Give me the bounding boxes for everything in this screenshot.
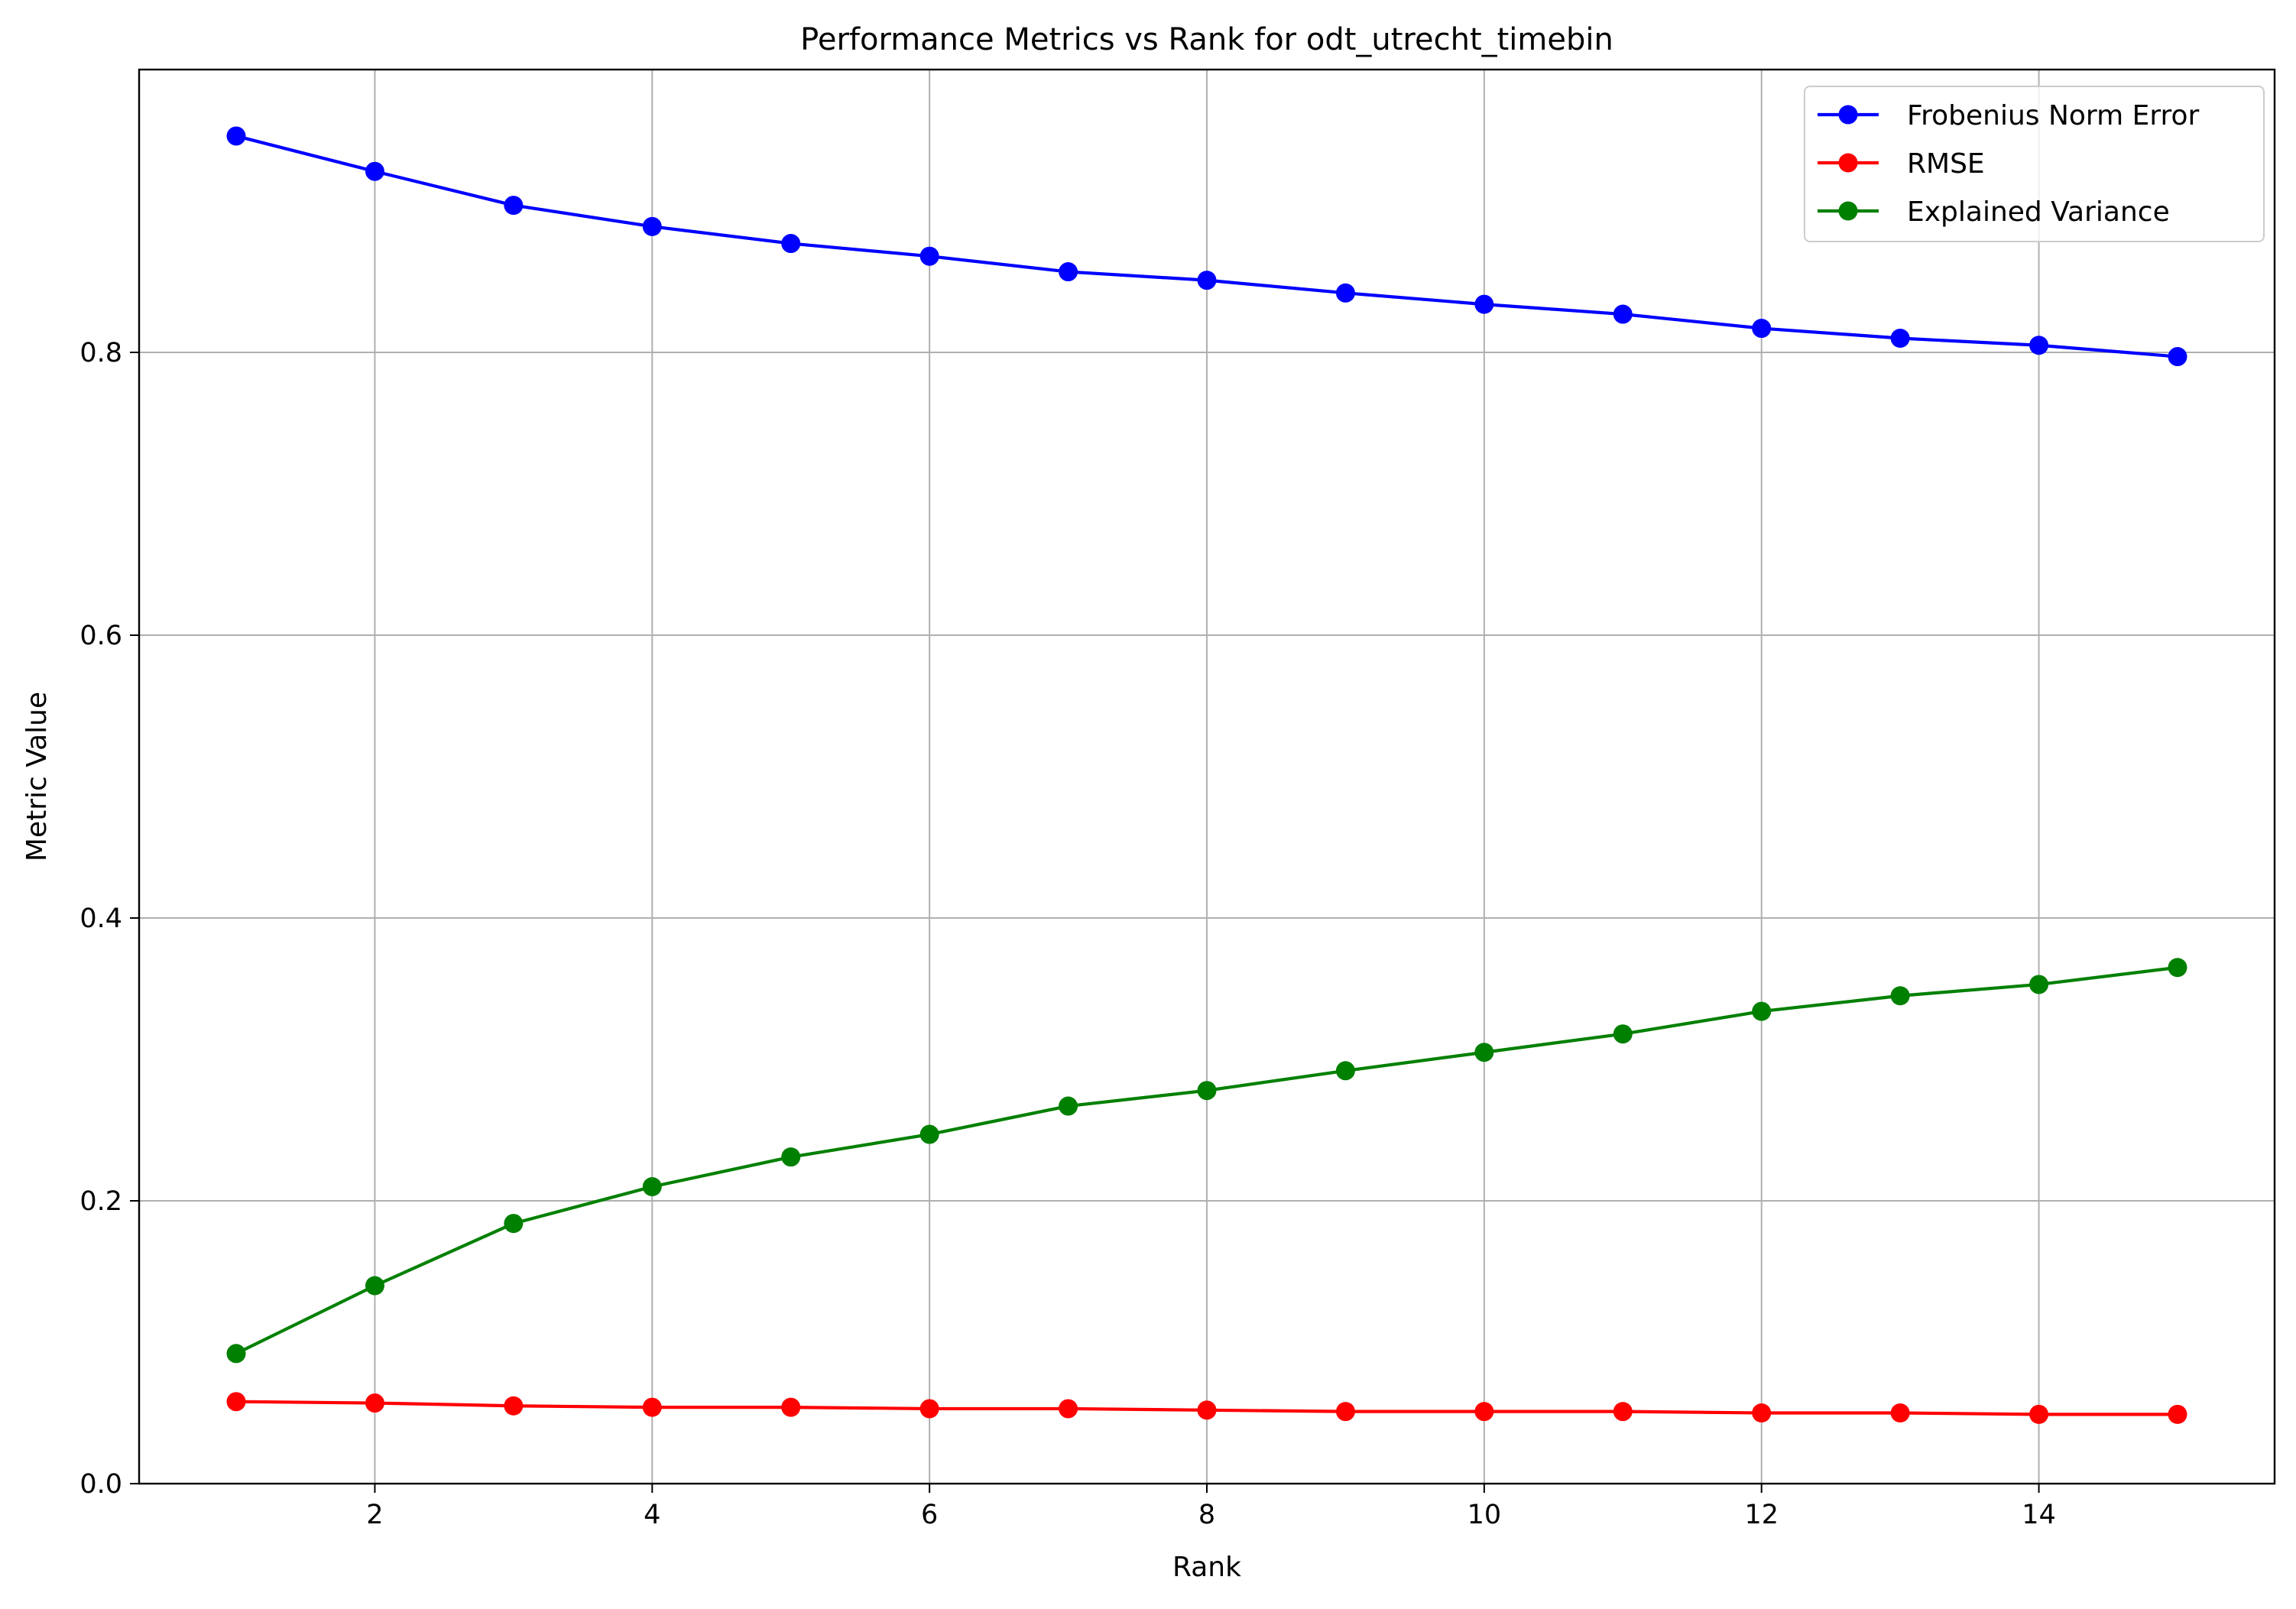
- data-point-frobenius-norm-error: [1335, 283, 1355, 303]
- data-point-frobenius-norm-error: [2168, 347, 2187, 367]
- data-point-frobenius-norm-error: [504, 196, 524, 216]
- data-point-frobenius-norm-error: [226, 126, 246, 146]
- data-point-frobenius-norm-error: [1752, 319, 1772, 339]
- data-point-explained-variance: [1752, 1001, 1772, 1021]
- data-point-frobenius-norm-error: [642, 216, 662, 236]
- data-point-frobenius-norm-error: [1890, 329, 1910, 348]
- data-point-frobenius-norm-error: [1613, 304, 1633, 324]
- legend: Frobenius Norm Error RMSE Explained Varian…: [1804, 86, 2265, 242]
- data-point-rmse: [226, 1392, 246, 1412]
- legend-label-explained-variance: Explained Variance: [1907, 196, 2170, 228]
- data-point-explained-variance: [1059, 1096, 1078, 1116]
- data-point-explained-variance: [2029, 975, 2049, 994]
- legend-label-frobenius-norm-error: Frobenius Norm Error: [1907, 100, 2200, 131]
- data-point-explained-variance: [1197, 1081, 1217, 1101]
- data-point-rmse: [1335, 1402, 1355, 1422]
- axis-ticks: 2 4 6 8 10 12 14 0.0 0.2 0.4 0.6 0.8: [79, 338, 2056, 1530]
- legend-marker-rmse: [1838, 153, 1858, 173]
- data-point-explained-variance: [781, 1147, 801, 1167]
- y-axis-label: Metric Value: [21, 692, 53, 861]
- data-point-rmse: [1474, 1402, 1494, 1422]
- data-point-explained-variance: [1474, 1043, 1494, 1062]
- y-tick-label: 0.2: [79, 1186, 122, 1217]
- data-point-frobenius-norm-error: [1474, 294, 1494, 314]
- data-point-rmse: [1752, 1403, 1772, 1422]
- legend-label-rmse: RMSE: [1907, 148, 1985, 180]
- data-point-explained-variance: [1890, 986, 1910, 1006]
- data-point-frobenius-norm-error: [781, 234, 801, 254]
- series-rmse: [226, 1392, 2187, 1424]
- data-point-rmse: [1197, 1400, 1217, 1420]
- x-tick-label: 12: [1744, 1500, 1779, 1530]
- y-tick-label: 0.4: [79, 903, 122, 934]
- x-tick-label: 14: [2022, 1500, 2056, 1530]
- data-point-explained-variance: [1613, 1024, 1633, 1044]
- x-tick-label: 10: [1467, 1500, 1502, 1530]
- chart-title: Performance Metrics vs Rank for odt_utre…: [800, 22, 1613, 57]
- data-point-rmse: [1613, 1402, 1633, 1422]
- x-tick-label: 8: [1198, 1500, 1215, 1530]
- y-tick-label: 0.0: [79, 1469, 122, 1500]
- data-point-explained-variance: [642, 1177, 662, 1196]
- x-tick-label: 6: [921, 1500, 938, 1530]
- x-axis-label: Rank: [1172, 1552, 1241, 1583]
- legend-box: [1804, 86, 2265, 242]
- data-point-rmse: [365, 1393, 384, 1413]
- x-tick-label: 2: [366, 1500, 383, 1530]
- data-point-rmse: [919, 1399, 939, 1419]
- data-point-frobenius-norm-error: [2029, 336, 2049, 355]
- data-point-explained-variance: [919, 1124, 939, 1144]
- data-point-explained-variance: [1335, 1061, 1355, 1081]
- data-point-frobenius-norm-error: [1197, 271, 1217, 290]
- series-layer: [226, 126, 2187, 1424]
- data-point-explained-variance: [226, 1344, 246, 1364]
- series-explained-variance: [226, 958, 2187, 1364]
- data-point-rmse: [2029, 1404, 2049, 1424]
- legend-marker-explained-variance: [1838, 201, 1858, 221]
- data-point-frobenius-norm-error: [365, 161, 384, 181]
- data-point-rmse: [504, 1396, 524, 1416]
- data-point-explained-variance: [2168, 958, 2187, 978]
- legend-marker-frobenius-norm-error: [1838, 105, 1858, 125]
- data-point-frobenius-norm-error: [919, 246, 939, 266]
- x-tick-label: 4: [644, 1500, 660, 1530]
- data-point-rmse: [781, 1397, 801, 1417]
- data-point-frobenius-norm-error: [1059, 262, 1078, 282]
- data-point-rmse: [1890, 1403, 1910, 1422]
- series-frobenius-norm-error: [226, 126, 2187, 367]
- data-point-rmse: [642, 1397, 662, 1417]
- y-tick-label: 0.6: [79, 621, 122, 651]
- data-point-rmse: [2168, 1404, 2187, 1424]
- data-point-explained-variance: [365, 1276, 384, 1296]
- y-tick-label: 0.8: [79, 338, 122, 368]
- data-point-rmse: [1059, 1399, 1078, 1419]
- data-point-explained-variance: [504, 1214, 524, 1234]
